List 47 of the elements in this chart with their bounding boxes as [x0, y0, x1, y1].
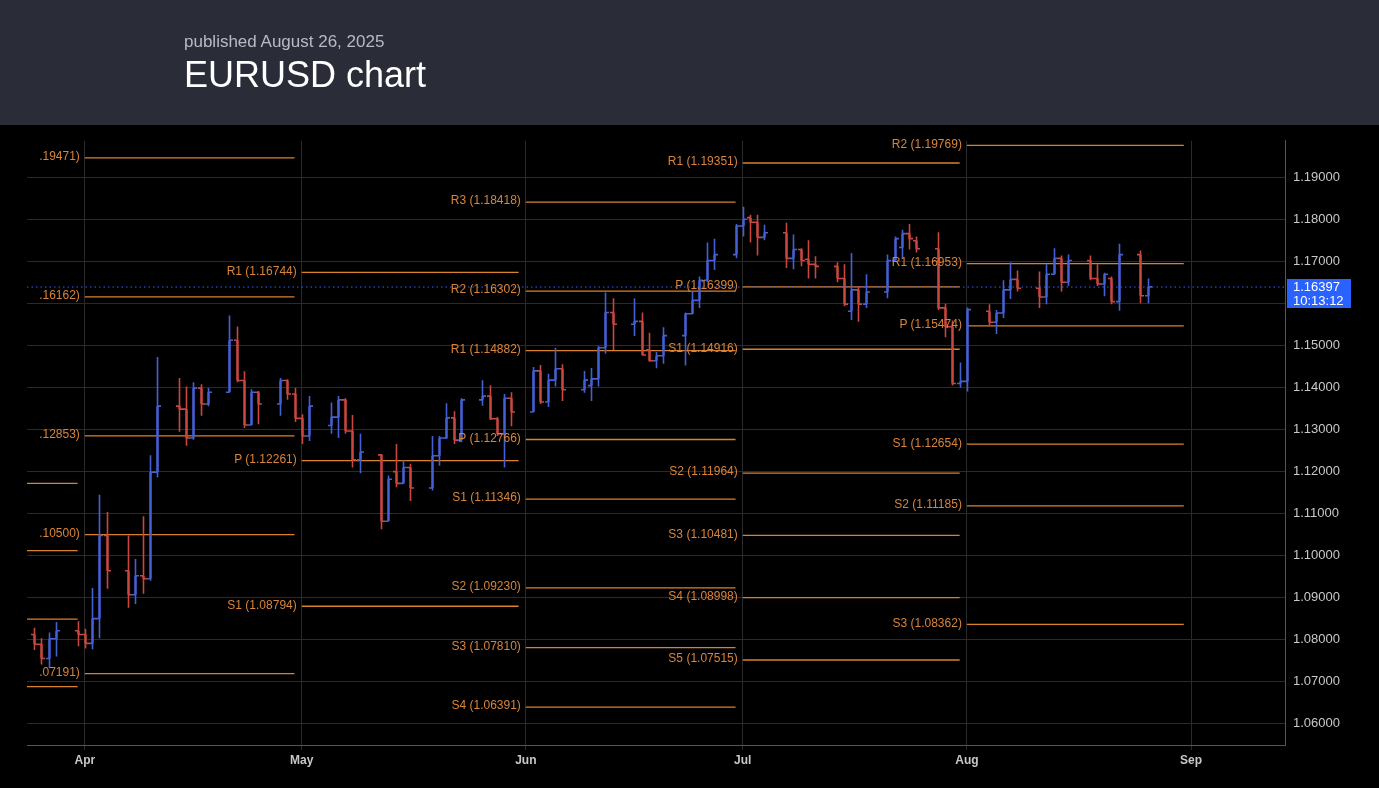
annotation: R1 (1.19351)	[667, 154, 738, 169]
y-tick-label: 1.19000	[1293, 169, 1340, 185]
chart-subtitle: published August 26, 2025	[184, 32, 385, 52]
annotation: S1 (1.11346)	[452, 490, 521, 505]
x-tick-label: Jun	[515, 752, 537, 767]
text: 10:13:12	[1293, 292, 1344, 308]
y-tick-label: 1.13000	[1293, 421, 1340, 437]
annotation: .10500)	[39, 525, 80, 540]
x-tick-label: Jul	[734, 752, 752, 767]
annotation: S2 (1.09230)	[451, 579, 521, 594]
annotation: .19471)	[39, 149, 80, 164]
ref-line-label: 1.16397	[1293, 278, 1340, 294]
y-tick-label: 1.15000	[1293, 337, 1340, 353]
y-tick-label: 1.14000	[1293, 379, 1340, 395]
annotation: S1 (1.12654)	[892, 435, 962, 450]
annotation: S3 (1.08362)	[892, 615, 962, 630]
annotation: S2 (1.11185)	[894, 497, 962, 512]
y-tick-label: 1.17000	[1293, 253, 1340, 269]
annotation: R2 (1.16302)	[450, 282, 521, 297]
annotation: .07191)	[39, 664, 80, 679]
chart-title: EURUSD chart	[184, 54, 427, 96]
x-tick-label: May	[290, 752, 314, 767]
annotation: .12853)	[39, 427, 80, 442]
annotation: R1 (1.14882)	[450, 341, 521, 356]
annotation: .16162)	[39, 288, 80, 303]
y-tick-label: 1.09000	[1293, 589, 1340, 605]
annotation: R1 (1.16744)	[226, 263, 297, 278]
annotation: R3 (1.18418)	[450, 193, 521, 208]
annotation: S1 (1.08794)	[227, 597, 297, 612]
y-tick-label: 1.12000	[1293, 463, 1340, 479]
y-tick-label: 1.06000	[1293, 715, 1340, 731]
y-tick-label: 1.11000	[1293, 505, 1340, 521]
x-tick-label: Aug	[955, 752, 979, 767]
y-tick-label: 1.08000	[1293, 631, 1340, 647]
annotation: P (1.12261)	[234, 452, 297, 467]
annotation: S3 (1.10481)	[668, 526, 738, 541]
annotation: S4 (1.06391)	[451, 698, 521, 713]
annotation: S5 (1.07515)	[668, 651, 738, 666]
y-tick-label: 1.10000	[1293, 547, 1340, 563]
annotation: S4 (1.08998)	[668, 589, 738, 604]
x-tick-label: Sep	[1180, 752, 1203, 767]
annotation: S3 (1.07810)	[451, 638, 521, 653]
x-tick-label: Apr	[74, 752, 96, 767]
annotation: R2 (1.19769)	[891, 136, 962, 151]
annotation: S2 (1.11964)	[669, 464, 738, 479]
y-tick-label: 1.18000	[1293, 211, 1340, 227]
y-tick-label: 1.07000	[1293, 673, 1340, 689]
